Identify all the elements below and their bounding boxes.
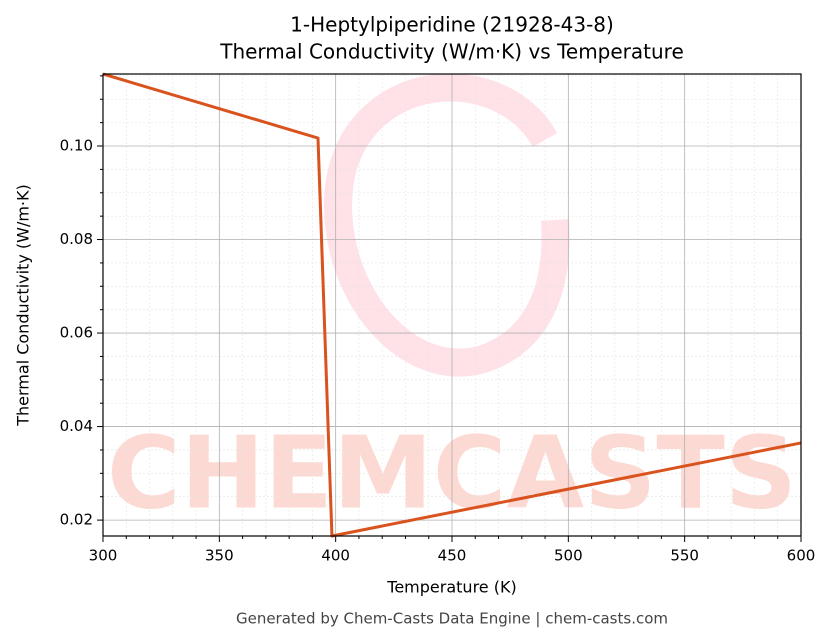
y-tick-label: 0.04 — [60, 417, 93, 435]
x-tick-label: 350 — [205, 547, 234, 565]
x-axis-label: Temperature (K) — [386, 578, 516, 597]
plot-frame — [102, 73, 802, 537]
x-tick-label: 450 — [438, 547, 467, 565]
data-line — [102, 72, 802, 538]
chart-title: 1-Heptylpiperidine (21928-43-8) — [290, 13, 614, 37]
x-tick-label: 550 — [670, 547, 699, 565]
x-tick-label: 500 — [554, 547, 583, 565]
y-tick-label: 0.06 — [60, 324, 93, 342]
y-axis-label: Thermal Conductivity (W/m·K) — [14, 184, 33, 427]
chart-subtitle: Thermal Conductivity (W/m·K) vs Temperat… — [219, 40, 684, 64]
y-tick-label: 0.02 — [60, 511, 93, 529]
x-tick-label: 300 — [89, 547, 118, 565]
x-tick-label: 600 — [787, 547, 816, 565]
footer: Generated by Chem-Casts Data Engine | ch… — [236, 610, 668, 628]
watermark-logo — [324, 73, 570, 377]
y-tick-label: 0.08 — [60, 230, 93, 248]
x-tick-label: 400 — [321, 547, 350, 565]
y-tick-label: 0.10 — [60, 137, 93, 155]
